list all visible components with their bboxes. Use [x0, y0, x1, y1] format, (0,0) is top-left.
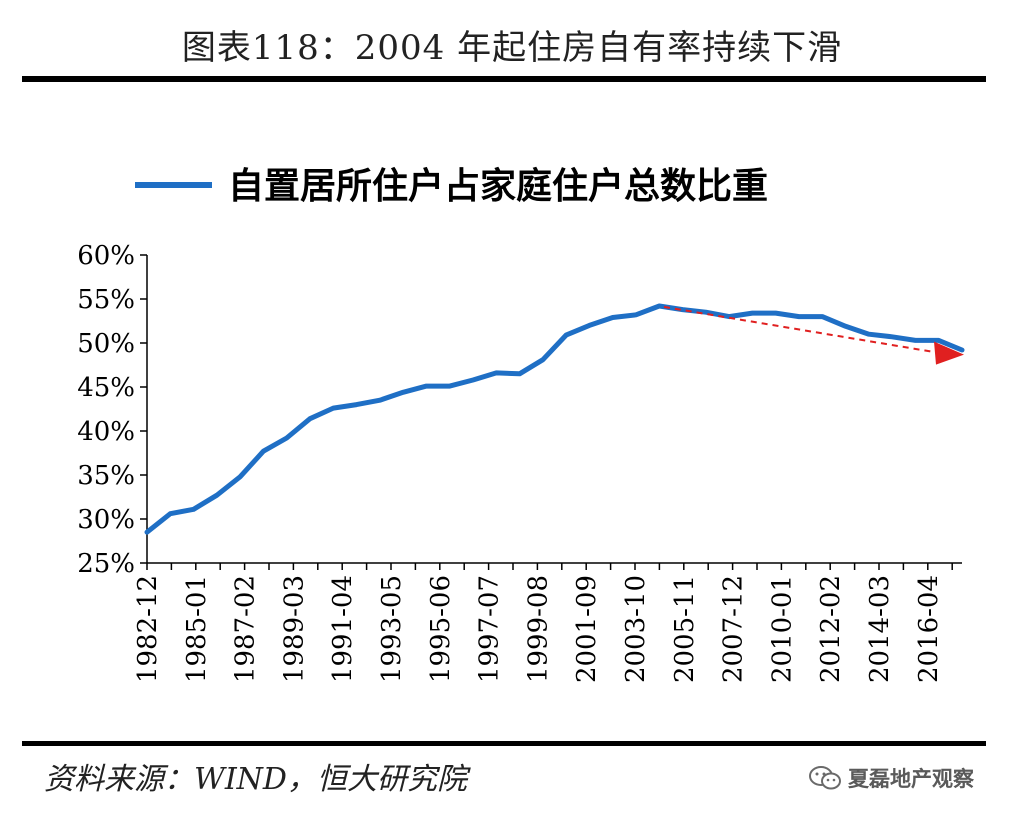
x-tick-label: 2001-09 [572, 575, 602, 683]
bottom-rule [22, 741, 986, 746]
x-tick-label: 2014-03 [865, 575, 895, 683]
x-tick-label: 1985-01 [182, 575, 212, 683]
trend-line [663, 305, 939, 354]
x-tick-label: 2016-04 [914, 575, 944, 683]
x-tick-label: 1997-07 [475, 575, 505, 683]
source-note: 资料来源：WIND，恒大研究院 [44, 762, 467, 797]
x-tick-label: 2007-12 [719, 575, 749, 683]
x-tick-label: 1993-05 [377, 575, 407, 683]
legend-label: 自置居所住户占家庭住户总数比重 [228, 165, 768, 207]
y-tick-label: 50% [77, 329, 135, 359]
y-tick-label: 40% [77, 417, 135, 447]
x-tick-label: 1987-02 [231, 575, 261, 683]
x-tick-label: 1999-08 [523, 575, 553, 683]
x-tick-label: 1989-03 [279, 575, 309, 683]
x-tick-label: 1991-04 [328, 575, 358, 683]
series-line [144, 303, 965, 535]
y-tick-label: 45% [77, 373, 135, 403]
x-tick-label: 1982-12 [133, 575, 163, 683]
y-tick-label: 60% [77, 241, 135, 271]
y-tick-label: 35% [77, 461, 135, 491]
x-tick-label: 2012-02 [816, 575, 846, 683]
x-tick-label: 2003-10 [621, 575, 651, 683]
y-tick-label: 55% [77, 285, 135, 315]
chart-title: 图表118：2004 年起住房自有率持续下滑 [181, 28, 843, 68]
y-tick-label: 25% [77, 549, 135, 579]
wechat-icon [809, 766, 841, 790]
top-rule [22, 76, 986, 82]
watermark: 夏磊地产观察 [808, 764, 974, 792]
watermark-text: 夏磊地产观察 [848, 767, 974, 791]
trend-arrowhead [934, 341, 964, 365]
x-tick-label: 2010-01 [767, 575, 797, 683]
x-tick-label: 1995-06 [426, 575, 456, 683]
y-tick-label: 30% [77, 505, 135, 535]
x-tick-label: 2005-11 [670, 575, 700, 683]
line-chart: 25% 30% 35% 40% 45% 50% 55% 60% 1982-12 1985-01 19… [77, 165, 965, 683]
